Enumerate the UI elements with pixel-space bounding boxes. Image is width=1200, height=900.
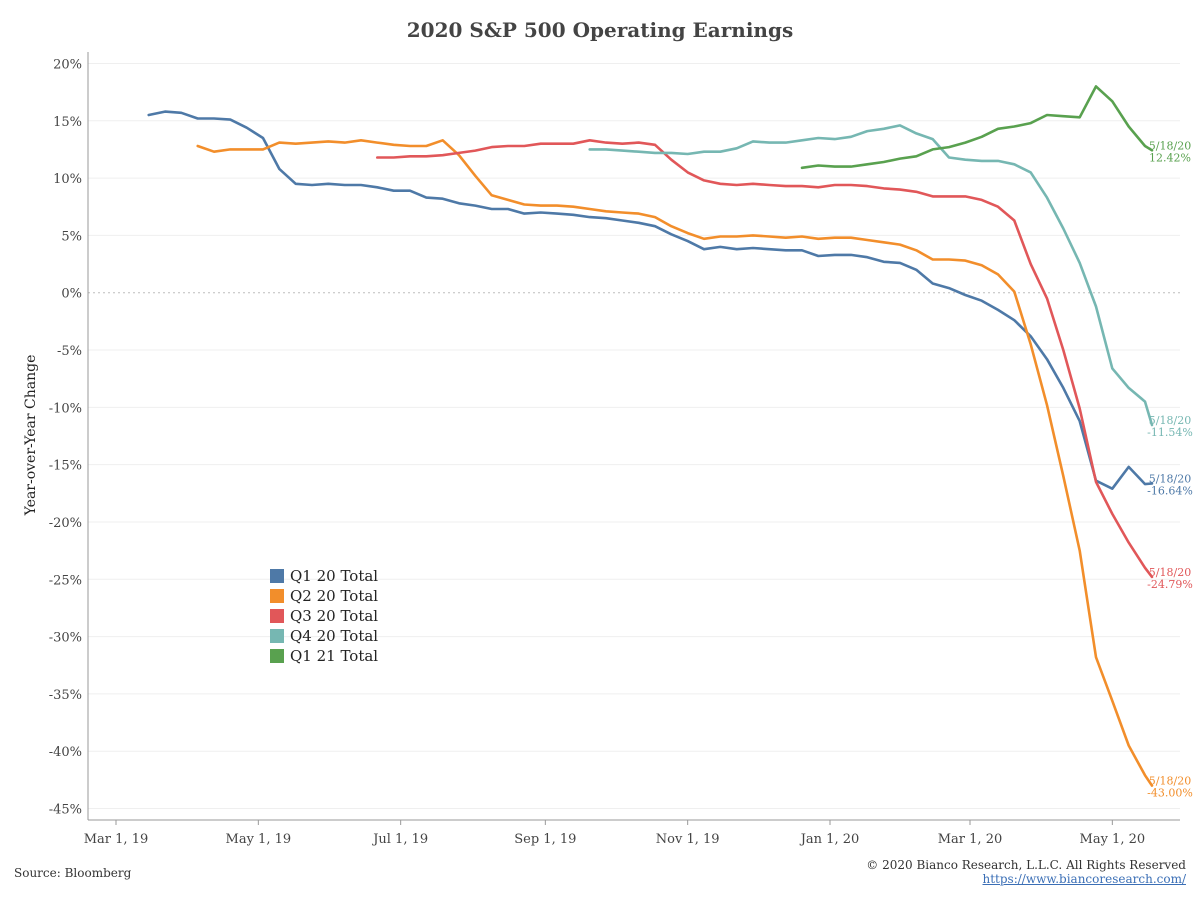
legend: Q1 20 Total Q2 20 Total Q3 20 Total Q4 2…	[270, 566, 378, 666]
y-tick-label: -15%	[49, 459, 82, 474]
legend-swatch	[270, 589, 284, 603]
series-line-q1-20-total	[147, 110, 1154, 490]
axis-layer: 20% 15% 10% 5% 0% -5% -10% -15% -20% -25% -30% -35%…	[49, 52, 1180, 847]
source-note: Source: Bloomberg	[14, 866, 132, 880]
end-label-date: 5/18/20	[1149, 566, 1191, 579]
end-label-value: -11.54%	[1147, 426, 1193, 439]
end-label-date: 5/18/20	[1149, 472, 1191, 485]
legend-item-q3-20[interactable]: Q3 20 Total	[270, 606, 378, 626]
x-tick-label: Jan 1, 20	[799, 832, 860, 847]
x-tick-label: May 1, 20	[1080, 832, 1146, 847]
y-tick-label: -10%	[49, 401, 82, 416]
legend-item-q1-20[interactable]: Q1 20 Total	[270, 566, 378, 586]
y-tick-label: 20%	[53, 57, 82, 72]
legend-label: Q2 20 Total	[290, 587, 379, 605]
x-tick-label: Mar 1, 19	[84, 832, 149, 847]
x-tick-label: Sep 1, 19	[514, 832, 576, 847]
legend-swatch	[270, 609, 284, 623]
y-tick-label: -40%	[49, 745, 82, 760]
y-tick-label: -25%	[49, 573, 82, 588]
end-label-value: -16.64%	[1147, 484, 1193, 497]
grid-layer	[88, 62, 1180, 810]
end-label-layer: 5/18/20-16.64%5/18/20-43.00%5/18/20-24.7…	[1147, 139, 1193, 799]
legend-item-q4-20[interactable]: Q4 20 Total	[270, 626, 378, 646]
x-tick-label: May 1, 19	[226, 832, 292, 847]
series-line-q3-20-total	[376, 139, 1154, 579]
y-tick-label: 0%	[61, 287, 82, 302]
legend-label: Q1 20 Total	[290, 567, 379, 585]
legend-swatch	[270, 569, 284, 583]
series-line-q2-20-total	[196, 139, 1154, 787]
legend-label: Q3 20 Total	[290, 607, 379, 625]
y-tick-label: -20%	[49, 516, 82, 531]
legend-swatch	[270, 629, 284, 643]
x-tick-label: Jul 1, 19	[371, 832, 428, 847]
series-line-q4-20-total	[588, 124, 1154, 427]
y-tick-label: 5%	[61, 229, 82, 244]
y-tick-label: -35%	[49, 688, 82, 703]
x-tick-label: Mar 1, 20	[938, 832, 1003, 847]
legend-label: Q4 20 Total	[290, 627, 379, 645]
legend-item-q1-21[interactable]: Q1 21 Total	[270, 646, 378, 666]
end-label-value: -43.00%	[1147, 787, 1193, 800]
y-tick-label: 10%	[53, 172, 82, 187]
end-label-value: 12.42%	[1149, 151, 1191, 164]
y-tick-label: -5%	[57, 344, 82, 359]
y-tick-label: -30%	[49, 631, 82, 646]
legend-item-q2-20[interactable]: Q2 20 Total	[270, 586, 378, 606]
x-tick-label: Nov 1, 19	[656, 832, 720, 847]
end-label-date: 5/18/20	[1149, 775, 1191, 788]
y-tick-label: -45%	[49, 803, 82, 818]
end-label-date: 5/18/20	[1149, 414, 1191, 427]
y-axis-label: Year-over-Year Change	[23, 354, 39, 516]
series-line-q1-21-total	[800, 85, 1154, 170]
website-link[interactable]: https://www.biancoresearch.com/	[982, 872, 1186, 886]
series-layer	[147, 85, 1154, 787]
copyright-note: © 2020 Bianco Research, L.L.C. All Right…	[866, 858, 1186, 872]
end-label-date: 5/18/20	[1149, 139, 1191, 152]
legend-label: Q1 21 Total	[290, 647, 379, 665]
y-tick-label: 15%	[53, 115, 82, 130]
chart-title: 2020 S&P 500 Operating Earnings	[406, 18, 794, 42]
end-label-value: -24.79%	[1147, 578, 1193, 591]
legend-swatch	[270, 649, 284, 663]
